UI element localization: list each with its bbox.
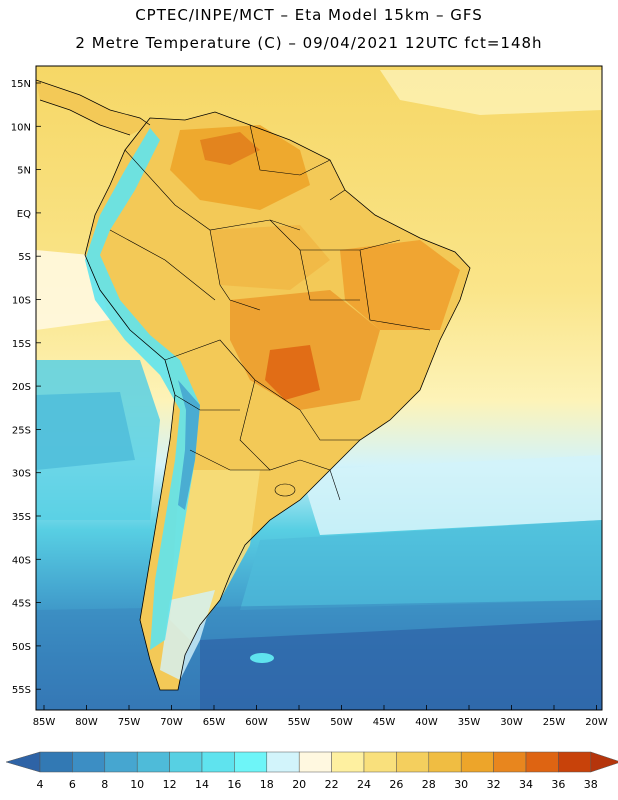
andes-cold-band <box>85 128 200 650</box>
colorbar-tick-label: 22 <box>325 778 339 791</box>
lat-label-15s: 15S <box>12 339 31 350</box>
colorbar-tick-label: 10 <box>130 778 144 791</box>
colorbar-swatch <box>72 751 106 773</box>
lon-label-85w: 85W <box>33 717 56 728</box>
colorbar-swatch <box>493 751 527 773</box>
colorbar-tick-label: 16 <box>227 778 241 791</box>
lon-label-70w: 70W <box>160 717 183 728</box>
colorbar-tick-label: 32 <box>487 778 501 791</box>
colorbar-tick-label: 12 <box>163 778 177 791</box>
colorbar-swatch <box>104 751 138 773</box>
lon-label-55w: 55W <box>288 717 311 728</box>
colorbar-swatch <box>331 751 365 773</box>
lon-label-30w: 30W <box>500 717 523 728</box>
lon-label-35w: 35W <box>458 717 481 728</box>
colorbar-swatch <box>136 751 170 773</box>
colorbar-swatch <box>363 751 397 773</box>
temperature-colorbar: 4 6 8 10 12 14 16 18 20 22 24 26 28 30 32 34 36 38 <box>5 751 618 791</box>
lat-label-5n: 5N <box>17 166 31 177</box>
lon-label-65w: 65W <box>203 717 226 728</box>
colorbar-swatch <box>5 751 41 773</box>
colorbar-swatch <box>558 751 592 773</box>
lon-label-20w: 20W <box>585 717 608 728</box>
lat-label-eq: EQ <box>17 209 31 220</box>
lat-label-30s: 30S <box>12 469 31 480</box>
lon-label-45w: 45W <box>373 717 396 728</box>
colorbar-swatch <box>234 751 268 773</box>
map-field <box>36 66 602 710</box>
lon-label-50w: 50W <box>330 717 353 728</box>
colorbar-tick-label: 4 <box>37 778 44 791</box>
colorbar-tick-label: 30 <box>454 778 468 791</box>
lat-label-40s: 40S <box>12 555 31 566</box>
colorbar-swatch <box>39 751 73 773</box>
country-borders <box>109 124 431 501</box>
lat-label-5s: 5S <box>18 252 31 263</box>
map-title-line2: 2 Metre Temperature (C) – 09/04/2021 12U… <box>75 34 543 52</box>
colorbar-tick-label: 8 <box>101 778 108 791</box>
colorbar-swatch <box>169 751 203 773</box>
latitude-axis: 15N 10N 5N EQ 5S 10S 15S 20S 25S 30S 35S 40S 45S 50S 5… <box>11 79 41 696</box>
lat-label-50s: 50S <box>12 642 31 653</box>
colorbar-swatch <box>266 751 300 773</box>
lat-label-10n: 10N <box>11 122 31 133</box>
colorbar-tick-label: 20 <box>292 778 306 791</box>
lat-label-10s: 10S <box>12 296 31 307</box>
lat-label-35s: 35S <box>12 512 31 523</box>
lon-label-25w: 25W <box>543 717 566 728</box>
colorbar-tick-label: 24 <box>357 778 371 791</box>
map-frame <box>35 65 603 711</box>
lat-label-45s: 45S <box>12 599 31 610</box>
colorbar-tick-label: 38 <box>584 778 598 791</box>
colorbar-tick-label: 18 <box>260 778 274 791</box>
colorbar-tick-label: 34 <box>519 778 533 791</box>
colorbar-tick-label: 26 <box>389 778 403 791</box>
colorbar-swatch <box>460 751 494 773</box>
longitude-axis: 85W 80W 75W 70W 65W 60W 55W 50W 45W 40W 35W 30W 25W 2… <box>33 705 608 728</box>
lon-label-40w: 40W <box>415 717 438 728</box>
colorbar-tick-label: 14 <box>195 778 209 791</box>
lat-label-25s: 25S <box>12 425 31 436</box>
lon-label-80w: 80W <box>75 717 98 728</box>
lat-label-20s: 20S <box>12 382 31 393</box>
colorbar-tick-label: 6 <box>69 778 76 791</box>
colorbar-swatch <box>590 751 618 773</box>
lat-label-15n: 15N <box>11 79 31 90</box>
colorbar-tick-label: 28 <box>422 778 436 791</box>
colorbar-swatch <box>298 751 332 773</box>
colorbar-swatch <box>525 751 559 773</box>
colorbar-swatch <box>396 751 430 773</box>
map-title-line1: CPTEC/INPE/MCT – Eta Model 15km – GFS <box>135 6 483 24</box>
lon-label-75w: 75W <box>118 717 141 728</box>
temperature-map: 15N 10N 5N EQ 5S 10S 15S 20S 25S 30S 35S 40S 45S 50S 5… <box>11 65 608 728</box>
lat-label-55s: 55S <box>12 685 31 696</box>
colorbar-tick-label: 36 <box>551 778 565 791</box>
colorbar-swatch <box>428 751 462 773</box>
lon-label-60w: 60W <box>245 717 268 728</box>
colorbar-swatch <box>201 751 235 773</box>
